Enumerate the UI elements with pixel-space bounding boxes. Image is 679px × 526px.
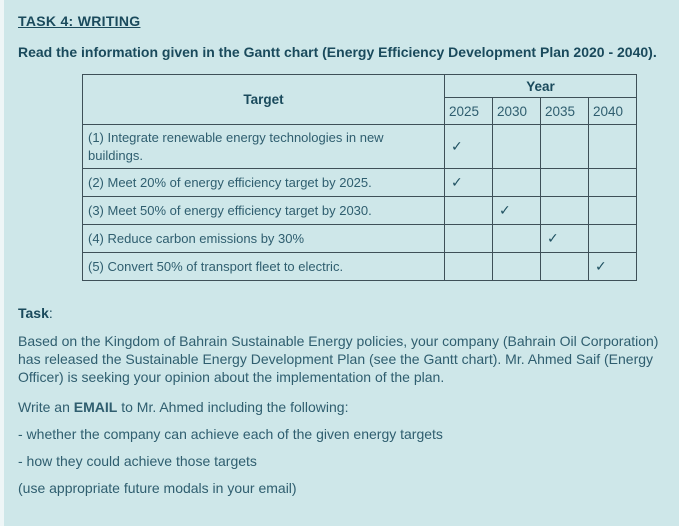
email-word: EMAIL: [73, 398, 118, 415]
intro-text: Read the information given in the Gantt …: [18, 44, 657, 60]
check-cell: ✓: [444, 168, 493, 198]
check-cell: ✓: [444, 124, 493, 170]
table-row: (1) Integrate renewable energy technolog…: [82, 124, 637, 170]
check-icon: ✓: [547, 230, 559, 247]
empty-cell: [444, 224, 493, 254]
worksheet-page: TASK 4: WRITING Read the information giv…: [18, 13, 659, 496]
check-icon: ✓: [451, 138, 463, 155]
empty-cell: [492, 252, 541, 282]
task-heading: Task:: [18, 305, 659, 321]
task-description: Based on the Kingdom of Bahrain Sustaina…: [18, 333, 659, 385]
year-column-header: Year: [444, 74, 637, 99]
check-icon: ✓: [451, 174, 463, 191]
empty-cell: [444, 252, 493, 282]
table-row: (4) Reduce carbon emissions by 30% ✓: [82, 224, 637, 254]
target-label: (5) Convert 50% of transport fleet to el…: [82, 252, 445, 282]
empty-cell: [588, 224, 637, 254]
task-heading-colon: :: [48, 305, 53, 322]
table-row: (3) Meet 50% of energy efficiency target…: [82, 196, 637, 226]
empty-cell: [588, 124, 637, 170]
page-left-edge: [0, 0, 4, 526]
check-icon: ✓: [595, 258, 607, 275]
empty-cell: [540, 252, 589, 282]
target-column-header: Target: [82, 74, 445, 126]
gantt-chart-container: Target Year 2025 2030 2035 2040 (1) Inte…: [82, 74, 659, 282]
table-row: (2) Meet 20% of energy efficiency target…: [82, 168, 637, 198]
email-instruction-suffix: to Mr. Ahmed including the following:: [117, 398, 349, 415]
year-label: 2030: [492, 97, 541, 126]
note-text: (use appropriate future modals in your e…: [18, 479, 297, 496]
target-label: (2) Meet 20% of energy efficiency target…: [82, 168, 445, 198]
email-instruction-prefix: Write an: [18, 398, 74, 415]
table-row: (5) Convert 50% of transport fleet to el…: [82, 252, 637, 282]
table-header-row: Target Year: [82, 74, 637, 126]
bullet-item: - how they could achieve those targets: [18, 452, 257, 469]
target-label: (3) Meet 50% of energy efficiency target…: [82, 196, 445, 226]
empty-cell: [540, 196, 589, 226]
empty-cell: [540, 124, 589, 170]
empty-cell: [492, 224, 541, 254]
email-instruction: Write an EMAIL to Mr. Ahmed including th…: [18, 399, 659, 415]
empty-cell: [588, 196, 637, 226]
check-cell: ✓: [540, 224, 589, 254]
year-label: 2035: [540, 97, 589, 126]
task-heading-word: Task: [18, 305, 49, 322]
target-label: (1) Integrate renewable energy technolog…: [82, 124, 445, 170]
task-section: Task: Based on the Kingdom of Bahrain Su…: [18, 305, 659, 495]
empty-cell: [492, 168, 541, 198]
year-label: 2040: [588, 97, 637, 126]
empty-cell: [540, 168, 589, 198]
target-label: (4) Reduce carbon emissions by 30%: [82, 224, 445, 254]
empty-cell: [492, 124, 541, 170]
year-labels-row: 2025 2030 2035 2040: [83, 97, 637, 126]
year-label: 2025: [444, 97, 493, 126]
gantt-table: Target Year 2025 2030 2035 2040 (1) Inte…: [82, 74, 637, 282]
bullet-item: - whether the company can achieve each o…: [18, 425, 443, 442]
check-icon: ✓: [499, 202, 511, 219]
empty-cell: [588, 168, 637, 198]
check-cell: ✓: [492, 196, 541, 226]
empty-cell: [444, 196, 493, 226]
page-title: TASK 4: WRITING: [18, 13, 141, 29]
check-cell: ✓: [588, 252, 637, 282]
